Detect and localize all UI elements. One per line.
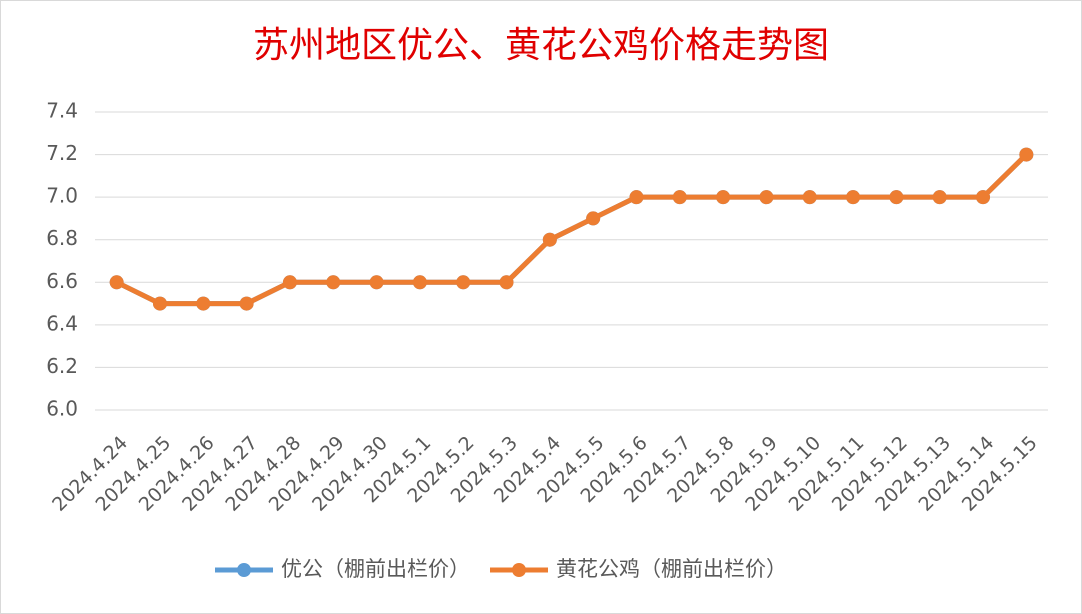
data-point bbox=[846, 190, 861, 205]
data-point bbox=[499, 275, 514, 290]
data-point bbox=[282, 275, 297, 290]
legend-label: 优公（棚前出栏价） bbox=[281, 557, 470, 581]
y-tick-label: 6.0 bbox=[46, 397, 78, 421]
data-point bbox=[239, 296, 254, 311]
data-point bbox=[369, 275, 384, 290]
data-point bbox=[196, 296, 211, 311]
y-tick-label: 6.8 bbox=[46, 226, 78, 250]
legend-marker bbox=[512, 563, 526, 577]
data-point bbox=[889, 190, 904, 205]
data-point bbox=[586, 211, 601, 226]
legend-label: 黄花公鸡（棚前出栏价） bbox=[556, 557, 787, 581]
data-point bbox=[456, 275, 471, 290]
data-point bbox=[152, 296, 167, 311]
data-point bbox=[759, 190, 774, 205]
data-point bbox=[542, 232, 557, 247]
data-point bbox=[932, 190, 947, 205]
data-point bbox=[672, 190, 687, 205]
data-point bbox=[976, 190, 991, 205]
data-point bbox=[716, 190, 731, 205]
y-tick-label: 6.6 bbox=[46, 269, 78, 293]
data-point bbox=[326, 275, 341, 290]
y-tick-label: 6.4 bbox=[46, 311, 78, 335]
data-point bbox=[412, 275, 427, 290]
y-tick-label: 7.4 bbox=[46, 99, 78, 123]
chart-title: 苏州地区优公、黄花公鸡价格走势图 bbox=[253, 25, 829, 66]
y-tick-label: 7.2 bbox=[46, 141, 78, 165]
y-tick-label: 7.0 bbox=[46, 184, 78, 208]
y-tick-label: 6.2 bbox=[46, 354, 78, 378]
series-line bbox=[115, 152, 1029, 307]
data-point bbox=[1019, 147, 1034, 162]
data-point bbox=[109, 275, 124, 290]
legend-marker bbox=[237, 563, 251, 577]
data-point bbox=[629, 190, 644, 205]
data-point bbox=[802, 190, 817, 205]
